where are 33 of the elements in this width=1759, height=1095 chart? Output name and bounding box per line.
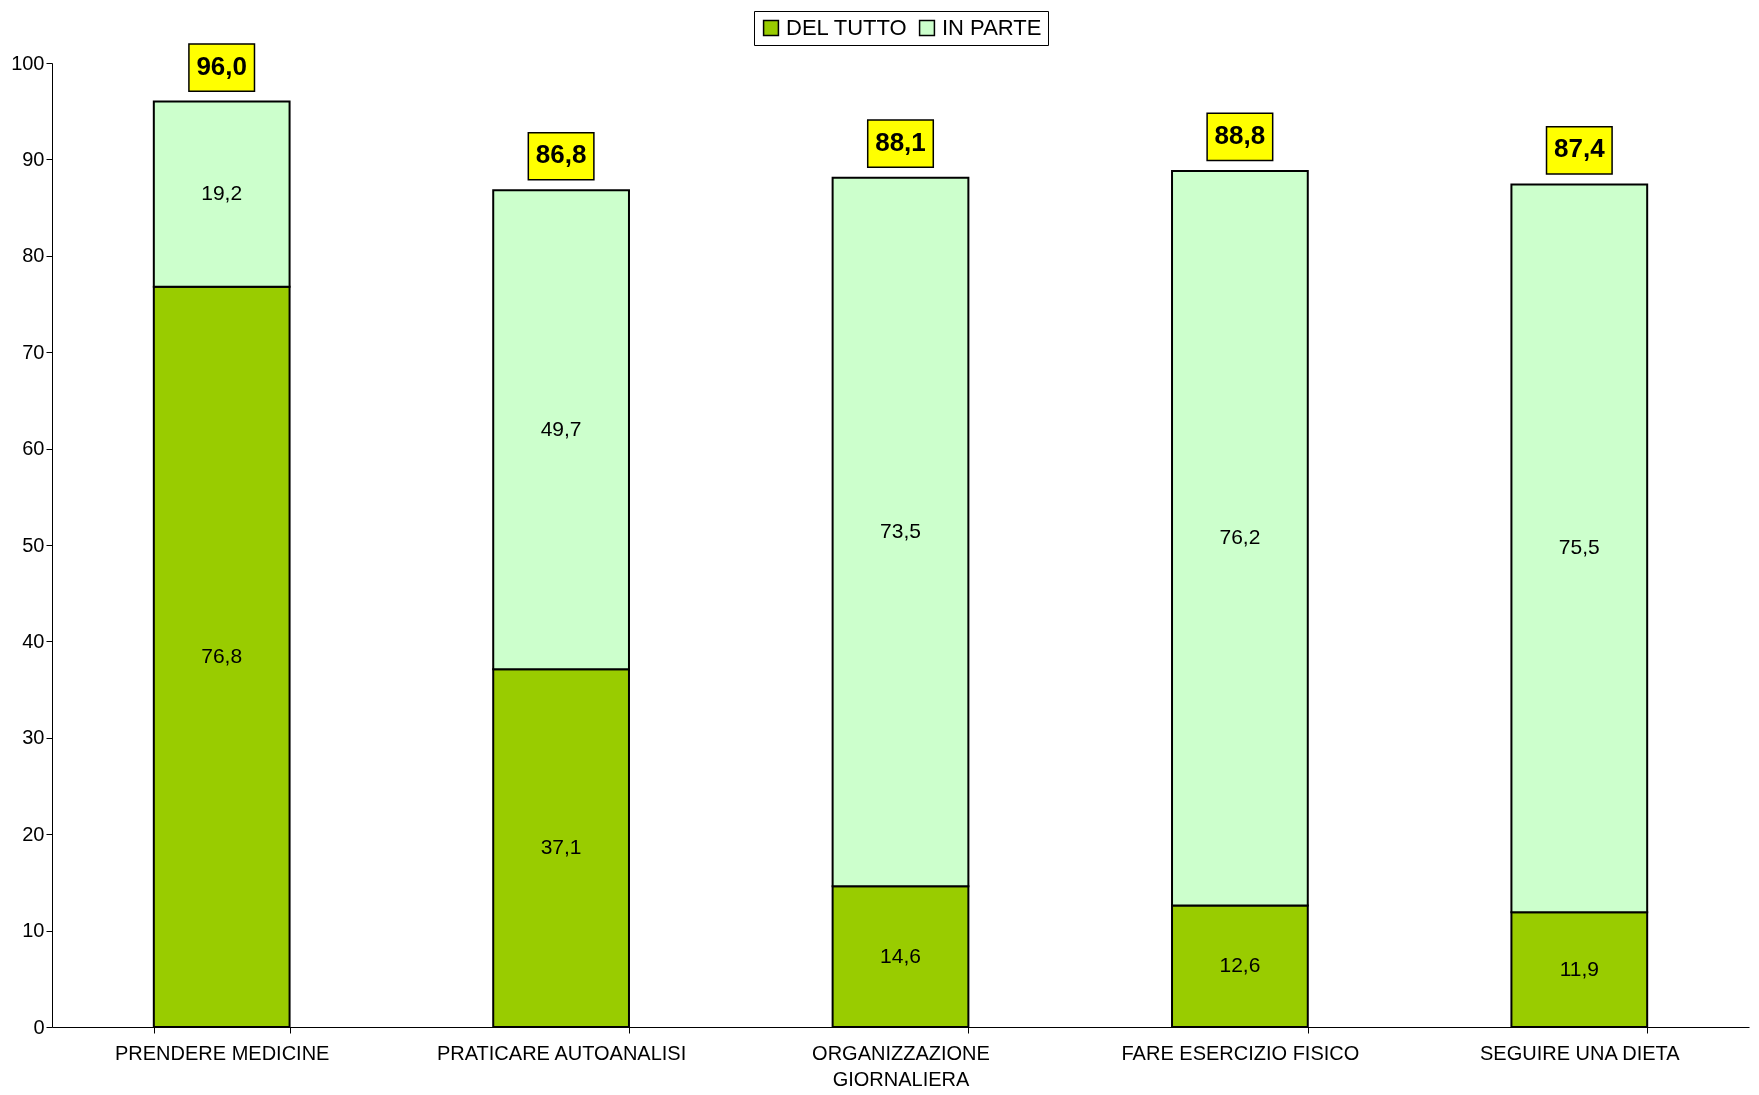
data-label: 76,8 bbox=[201, 643, 243, 667]
y-tick-label: 30 bbox=[22, 726, 45, 749]
total-label: 86,8 bbox=[535, 139, 587, 170]
y-tick-label: 90 bbox=[22, 147, 45, 170]
data-label: 12,6 bbox=[1219, 953, 1261, 977]
x-tick-label: FARE ESERCIZIO FISICO bbox=[1121, 1041, 1360, 1064]
total-label: 88,1 bbox=[875, 126, 926, 157]
x-tick-label: ORGANIZZAZIONE GIORNALIERA bbox=[812, 1041, 990, 1090]
legend-label: DEL TUTTO bbox=[786, 15, 907, 40]
x-tick-label: SEGUIRE UNA DIETA bbox=[1479, 1041, 1681, 1064]
y-tick-label: 40 bbox=[22, 629, 45, 652]
y-tick-label: 100 bbox=[11, 51, 45, 74]
y-tick-label: 10 bbox=[22, 919, 45, 942]
y-tick-label: 80 bbox=[22, 244, 45, 267]
y-tick-label: 70 bbox=[22, 340, 45, 363]
data-label: 19,2 bbox=[201, 181, 243, 205]
y-tick-label: 20 bbox=[22, 822, 45, 845]
data-label: 76,2 bbox=[1219, 525, 1261, 549]
y-tick-label: 0 bbox=[33, 1015, 45, 1038]
data-label: 14,6 bbox=[880, 943, 921, 967]
x-tick-label: PRATICARE AUTOANALISI bbox=[436, 1041, 687, 1064]
data-label: 37,1 bbox=[540, 835, 582, 859]
data-label: 11,9 bbox=[1559, 956, 1599, 980]
legend-label: IN PARTE bbox=[942, 15, 1042, 40]
total-label: 88,8 bbox=[1214, 119, 1266, 150]
y-tick-label: 50 bbox=[22, 533, 45, 556]
data-label: 73,5 bbox=[880, 518, 921, 542]
data-label: 75,5 bbox=[1558, 535, 1600, 559]
x-tick-label: PRENDERE MEDICINE bbox=[114, 1041, 330, 1064]
total-label: 96,0 bbox=[196, 50, 247, 81]
y-tick-label: 60 bbox=[22, 437, 45, 460]
total-label: 87,4 bbox=[1554, 133, 1606, 164]
data-label: 49,7 bbox=[540, 416, 582, 440]
